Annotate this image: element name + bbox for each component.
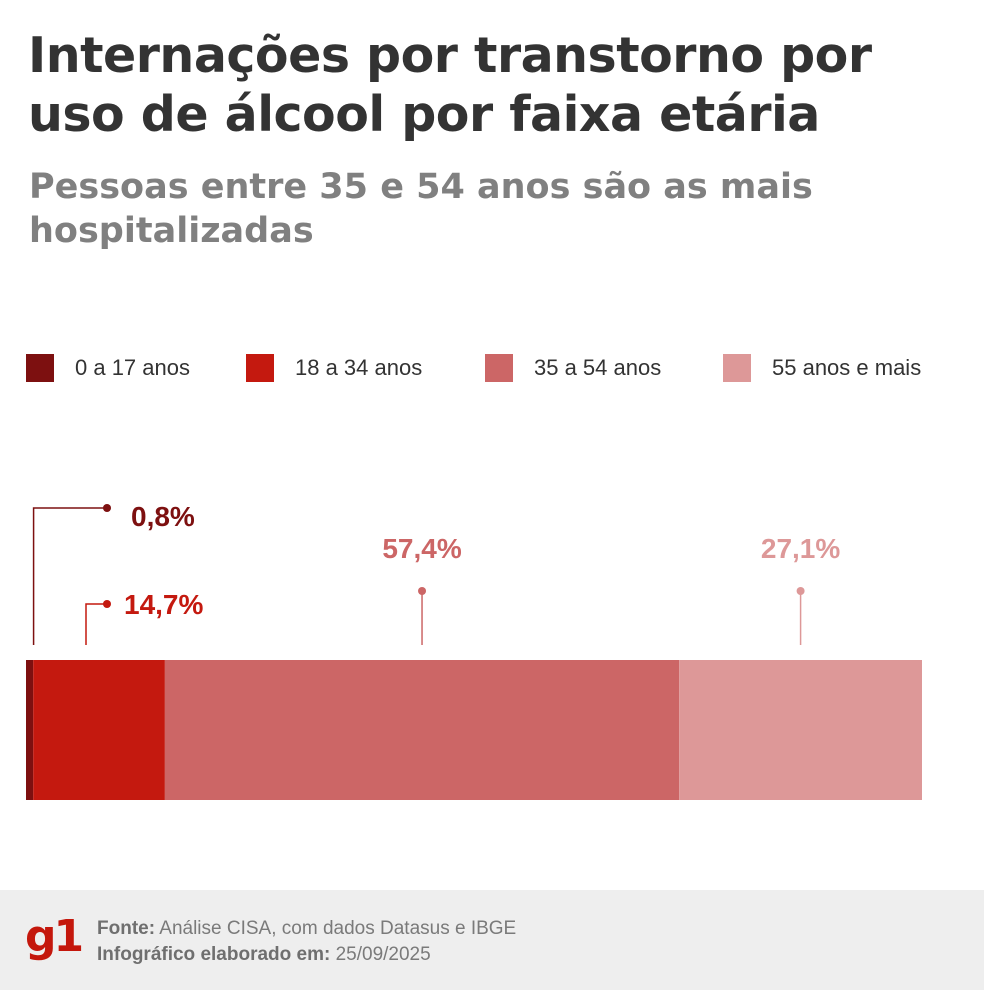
legend-item-35-54: 35 a 54 anos [485, 350, 661, 386]
legend-label-55-plus: 55 anos e mais [772, 355, 922, 380]
bar-segment-3 [679, 660, 922, 800]
bar-segment-0 [26, 660, 34, 800]
legend-label-0-17: 0 a 17 anos [75, 355, 190, 380]
legend-swatch-0-17 [26, 354, 54, 382]
source-text: Análise CISA, com dados Datasus e IBGE [159, 918, 517, 939]
source-label: Fonte: [97, 918, 156, 939]
legend-swatch-55-plus [723, 354, 751, 382]
data-label-0: 0,8% [131, 501, 195, 532]
leader-line-1 [85, 603, 107, 645]
legend-swatch-18-34 [246, 354, 274, 382]
legend-item-0-17: 0 a 17 anos [26, 350, 190, 386]
date-label: Infográfico elaborado em: [97, 944, 331, 965]
chart-title: Internações por transtorno por uso de ál… [28, 27, 872, 143]
g1-logo: g1 [25, 911, 84, 962]
leader-line-0 [32, 507, 107, 645]
date-line: Infográfico elaborado em: 25/09/2025 [97, 944, 431, 966]
leader-dot-0 [103, 504, 111, 512]
legend-item-18-34: 18 a 34 anos [246, 350, 422, 386]
date-text: 25/09/2025 [335, 944, 431, 965]
bar-segment-2 [164, 660, 680, 800]
leader-dot-2 [418, 587, 427, 595]
legend-swatch-35-54 [485, 354, 513, 382]
bar-segment-1 [33, 660, 165, 800]
chart-subtitle: Pessoas entre 35 e 54 anos são as mais h… [29, 167, 813, 251]
legend-label-35-54: 35 a 54 anos [534, 355, 662, 380]
footer: g1 Fonte: Análise CISA, com dados Datasu… [0, 890, 984, 990]
data-label-2: 57,4% [382, 533, 461, 564]
source-line: Fonte: Análise CISA, com dados Datasus e… [97, 918, 516, 940]
stacked-bar-chart: 0,8% 14,7% 57,4% 27,1% [26, 501, 922, 800]
leader-dot-1 [103, 600, 111, 608]
data-label-3: 27,1% [761, 533, 840, 564]
leader-dot-3 [796, 587, 805, 595]
legend: 0 a 17 anos 18 a 34 anos 35 a 54 anos 55… [0, 350, 984, 390]
legend-label-18-34: 18 a 34 anos [295, 355, 423, 380]
data-label-1: 14,7% [124, 589, 203, 620]
legend-item-55-plus: 55 anos e mais [723, 350, 921, 386]
